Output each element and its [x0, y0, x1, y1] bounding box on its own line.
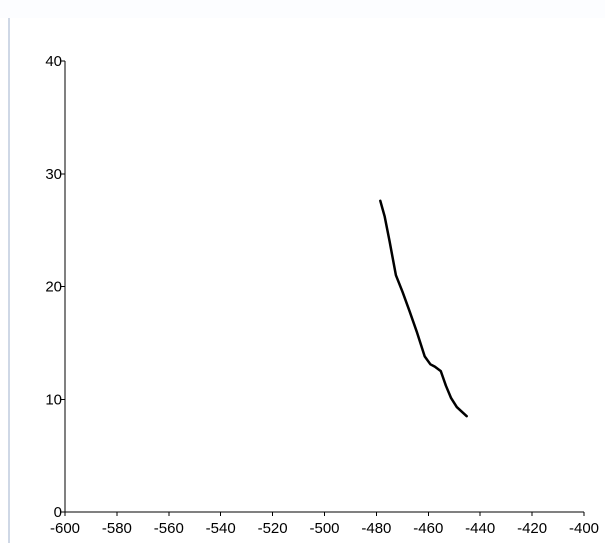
x-tick-label: -560	[154, 520, 184, 537]
y-tick-label: 30	[45, 166, 62, 183]
series-line	[379, 199, 468, 418]
y-tick-label: 20	[45, 279, 62, 296]
x-tick-label: -600	[50, 520, 80, 537]
axes	[64, 61, 584, 513]
x-ticks: -600 -580 -560 -540 -520 -500 -480 -460 -440 -420…	[50, 512, 599, 537]
top-strip	[0, 0, 605, 18]
x-tick-label: -480	[361, 520, 391, 537]
series-layer	[379, 199, 468, 418]
x-tick-label: -440	[465, 520, 495, 537]
x-tick-label: -580	[102, 520, 132, 537]
panel-left-border	[8, 18, 10, 543]
y-tick-label: 40	[45, 53, 62, 70]
y-ticks: 0 10 20 30 40	[45, 53, 65, 521]
y-tick-label: 10	[45, 391, 62, 408]
x-tick-label: -400	[569, 520, 599, 537]
x-tick-label: -500	[309, 520, 339, 537]
x-tick-label: -460	[413, 520, 443, 537]
x-tick-label: -520	[258, 520, 288, 537]
x-tick-label: -420	[517, 520, 547, 537]
x-tick-label: -540	[206, 520, 236, 537]
y-tick-label: 0	[54, 504, 62, 521]
